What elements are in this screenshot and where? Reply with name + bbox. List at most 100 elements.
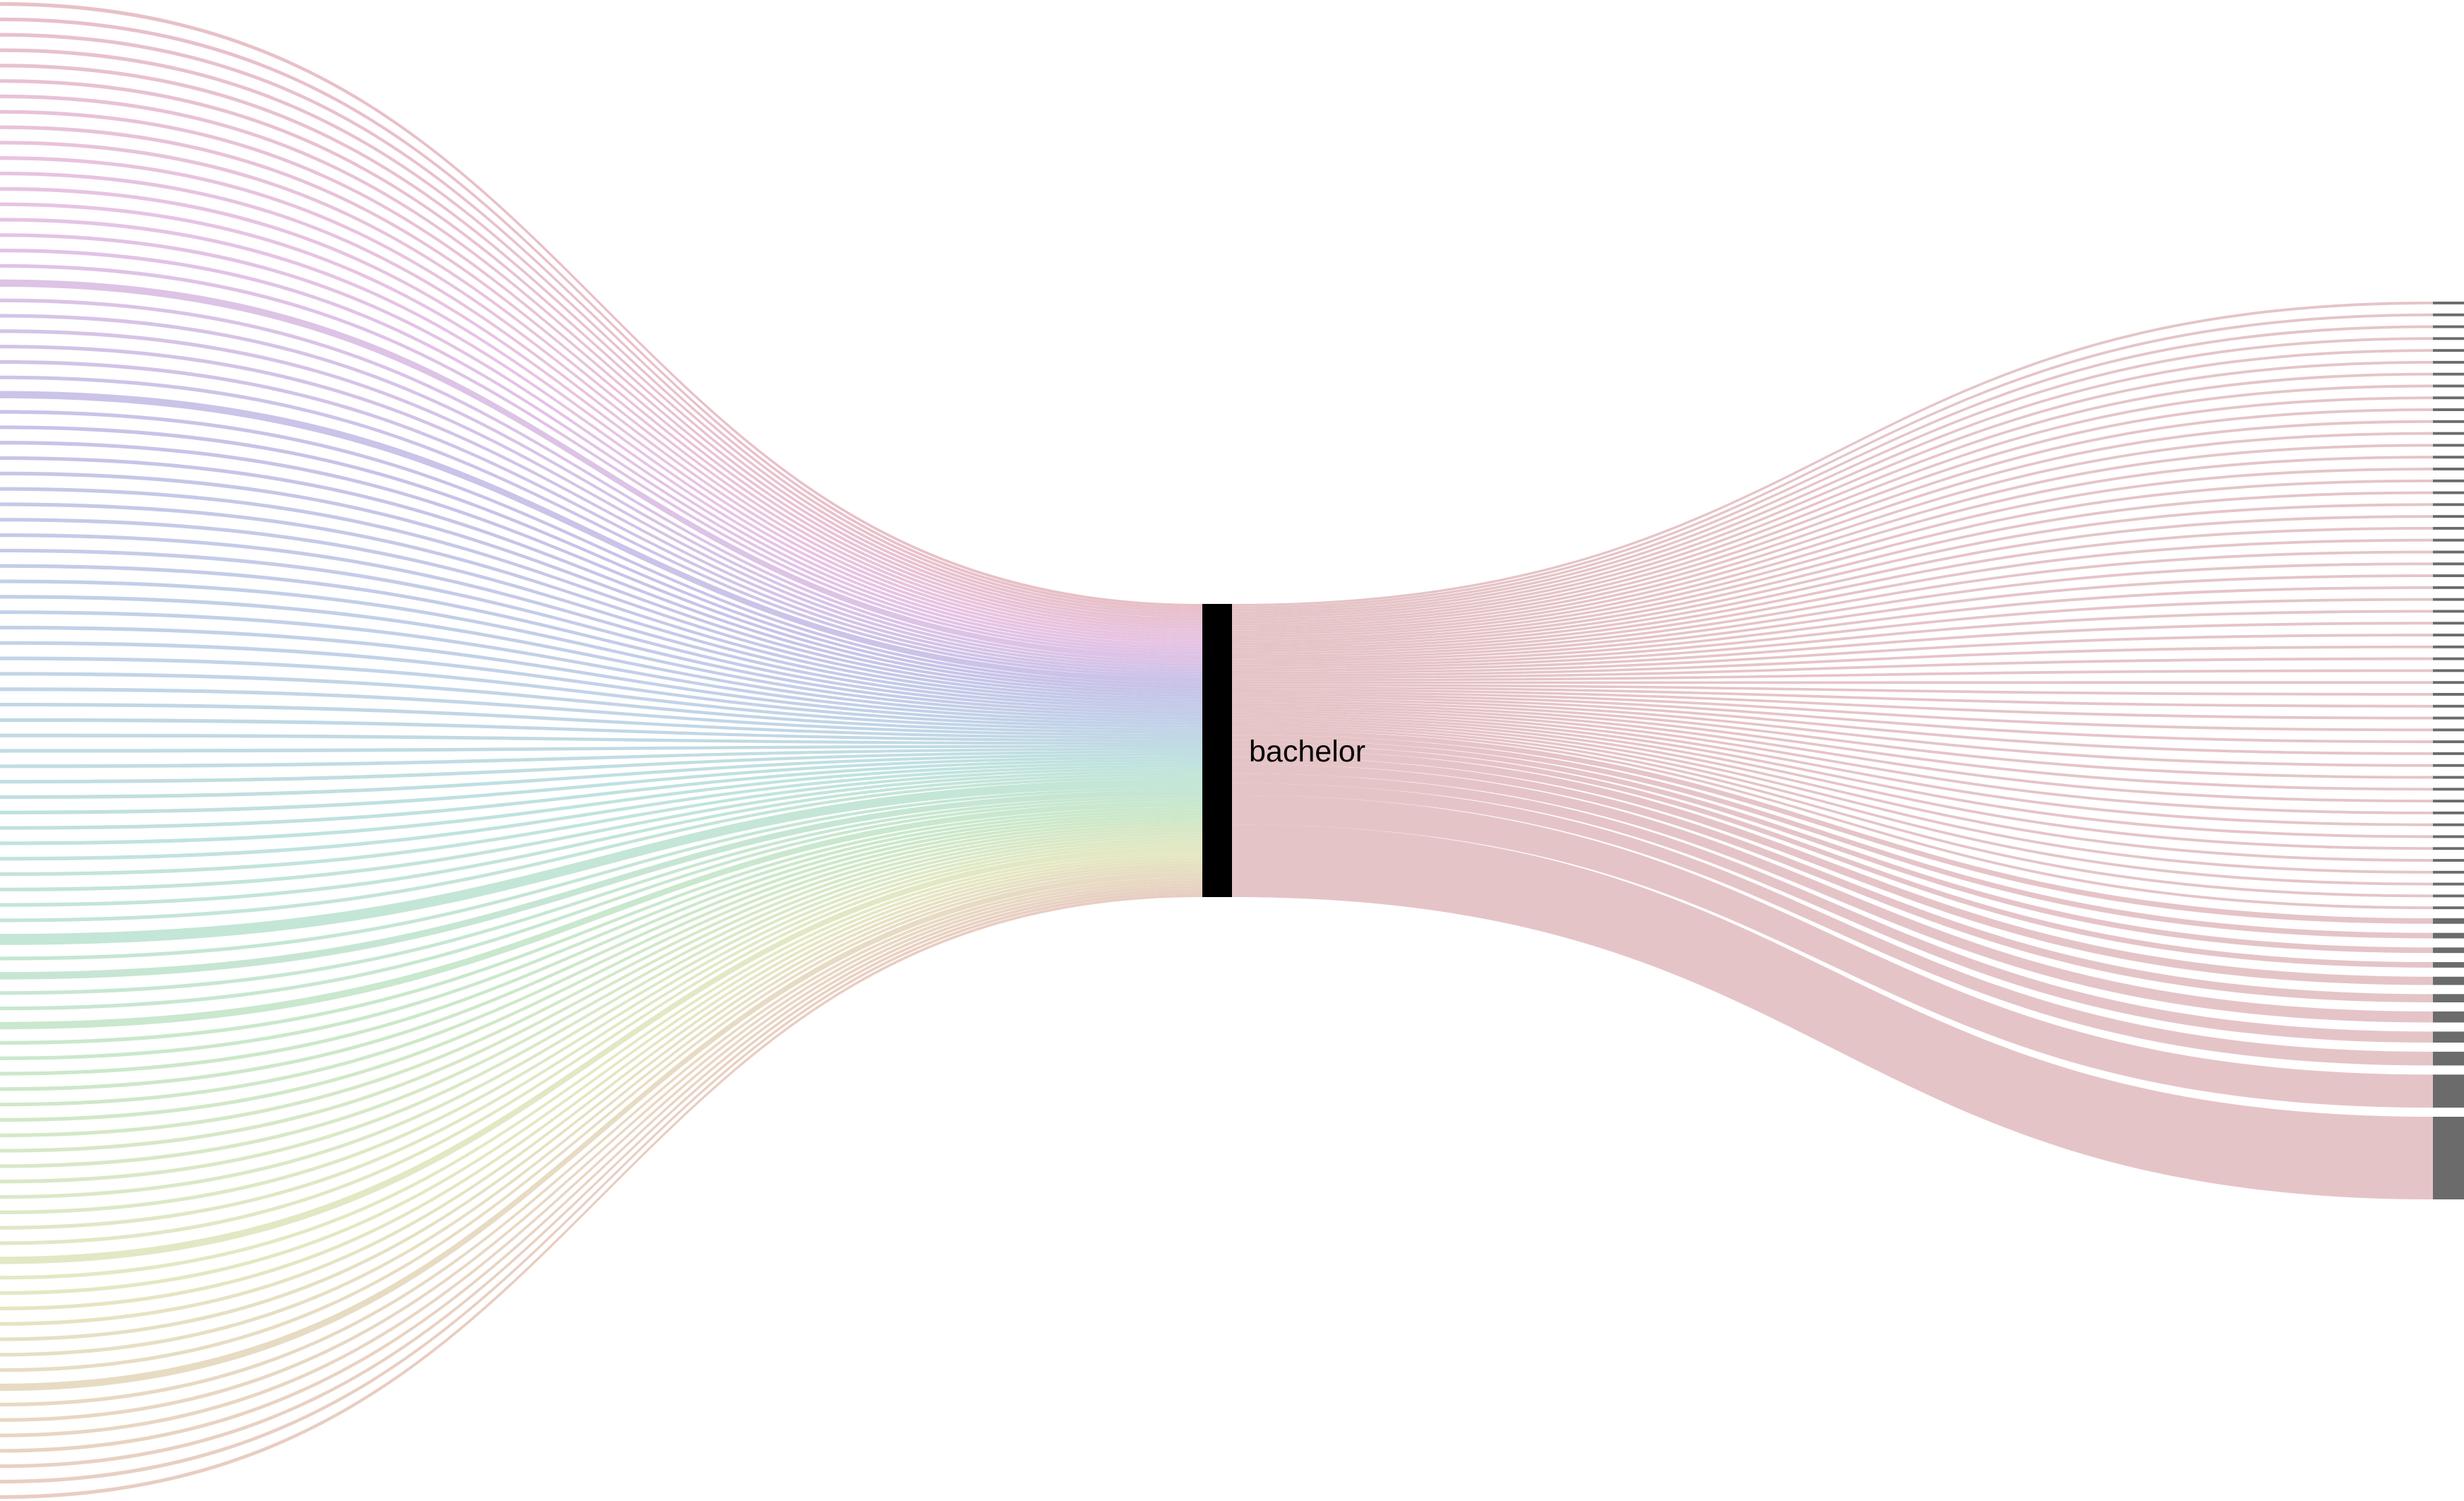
- target-link[interactable]: [1232, 657, 2433, 680]
- source-link[interactable]: [0, 202, 1202, 643]
- target-link[interactable]: [1232, 384, 2433, 624]
- target-link[interactable]: [1232, 444, 2433, 636]
- target-node[interactable]: [2433, 337, 2464, 340]
- target-node[interactable]: [2433, 1074, 2464, 1108]
- source-link[interactable]: [0, 858, 1202, 1311]
- source-link[interactable]: [0, 863, 1202, 1341]
- target-link[interactable]: [1232, 740, 2433, 954]
- source-link[interactable]: [0, 764, 1202, 861]
- source-link[interactable]: [0, 345, 1202, 672]
- target-link[interactable]: [1232, 325, 2433, 612]
- source-link[interactable]: [0, 866, 1202, 1357]
- target-link[interactable]: [1232, 757, 2433, 1003]
- target-node[interactable]: [2433, 456, 2464, 459]
- target-node[interactable]: [2433, 468, 2464, 470]
- source-link[interactable]: [0, 249, 1202, 652]
- source-link[interactable]: [0, 773, 1202, 907]
- target-node[interactable]: [2433, 835, 2464, 838]
- source-link[interactable]: [0, 815, 1202, 1091]
- source-link[interactable]: [0, 625, 1202, 725]
- source-link[interactable]: [0, 855, 1202, 1295]
- source-link[interactable]: [0, 360, 1202, 675]
- target-link[interactable]: [1232, 749, 2433, 985]
- target-link[interactable]: [1232, 764, 2433, 1023]
- target-node[interactable]: [2433, 1031, 2464, 1043]
- target-node[interactable]: [2433, 800, 2464, 803]
- target-node[interactable]: [2433, 728, 2464, 732]
- source-link[interactable]: [0, 838, 1202, 1214]
- source-link[interactable]: [0, 821, 1202, 1122]
- source-link[interactable]: [0, 841, 1202, 1230]
- target-link[interactable]: [1232, 669, 2433, 682]
- source-link[interactable]: [0, 770, 1202, 891]
- target-node[interactable]: [2433, 372, 2464, 376]
- target-link[interactable]: [1232, 360, 2433, 619]
- target-node[interactable]: [2433, 740, 2464, 744]
- source-link[interactable]: [0, 17, 1202, 610]
- source-link[interactable]: [0, 2, 1202, 607]
- source-link[interactable]: [0, 32, 1202, 612]
- target-link[interactable]: [1232, 610, 2433, 670]
- target-link[interactable]: [1232, 693, 2433, 744]
- target-link[interactable]: [1232, 773, 2433, 1043]
- source-link[interactable]: [0, 109, 1202, 627]
- target-node[interactable]: [2433, 882, 2464, 886]
- source-link[interactable]: [0, 218, 1202, 646]
- target-node[interactable]: [2433, 823, 2464, 826]
- target-link[interactable]: [1232, 634, 2433, 675]
- source-link[interactable]: [0, 818, 1202, 1107]
- source-link[interactable]: [0, 801, 1202, 1030]
- source-link[interactable]: [0, 889, 1202, 1469]
- target-link[interactable]: [1232, 503, 2433, 648]
- target-link[interactable]: [1232, 337, 2433, 614]
- target-link[interactable]: [1232, 795, 2433, 1108]
- source-link[interactable]: [0, 141, 1202, 632]
- target-link[interactable]: [1232, 698, 2433, 767]
- target-link[interactable]: [1232, 713, 2433, 838]
- target-node[interactable]: [2433, 598, 2464, 601]
- source-link[interactable]: [0, 826, 1202, 1153]
- source-link[interactable]: [0, 790, 1202, 980]
- target-link[interactable]: [1232, 696, 2433, 755]
- source-link[interactable]: [0, 687, 1202, 737]
- source-link[interactable]: [0, 718, 1202, 742]
- target-link[interactable]: [1232, 302, 2433, 607]
- source-link[interactable]: [0, 298, 1202, 663]
- target-node[interactable]: [2433, 360, 2464, 364]
- source-link[interactable]: [0, 94, 1202, 624]
- source-link[interactable]: [0, 610, 1202, 723]
- target-node[interactable]: [2433, 994, 2464, 1003]
- source-link[interactable]: [0, 64, 1202, 618]
- source-link[interactable]: [0, 756, 1202, 814]
- target-link[interactable]: [1232, 725, 2433, 898]
- center-node-bachelor[interactable]: [1202, 604, 1232, 897]
- source-link[interactable]: [0, 778, 1202, 945]
- target-link[interactable]: [1232, 538, 2433, 655]
- target-node[interactable]: [2433, 574, 2464, 578]
- target-node[interactable]: [2433, 859, 2464, 862]
- target-link[interactable]: [1232, 622, 2433, 672]
- source-link[interactable]: [0, 829, 1202, 1168]
- target-node[interactable]: [2433, 526, 2464, 530]
- source-link[interactable]: [0, 776, 1202, 922]
- source-link[interactable]: [0, 759, 1202, 830]
- target-node[interactable]: [2433, 313, 2464, 316]
- target-node[interactable]: [2433, 396, 2464, 400]
- target-node[interactable]: [2433, 408, 2464, 411]
- target-node[interactable]: [2433, 704, 2464, 708]
- target-link[interactable]: [1232, 550, 2433, 658]
- source-link[interactable]: [0, 891, 1202, 1484]
- source-link[interactable]: [0, 579, 1202, 717]
- source-link[interactable]: [0, 877, 1202, 1407]
- target-link[interactable]: [1232, 689, 2433, 720]
- source-link[interactable]: [0, 48, 1202, 615]
- target-link[interactable]: [1232, 824, 2433, 1199]
- target-node[interactable]: [2433, 1117, 2464, 1199]
- source-link[interactable]: [0, 79, 1202, 621]
- target-node[interactable]: [2433, 550, 2464, 554]
- target-link[interactable]: [1232, 574, 2433, 663]
- target-link[interactable]: [1232, 526, 2433, 653]
- target-link[interactable]: [1232, 723, 2433, 886]
- target-node[interactable]: [2433, 788, 2464, 791]
- target-node[interactable]: [2433, 491, 2464, 494]
